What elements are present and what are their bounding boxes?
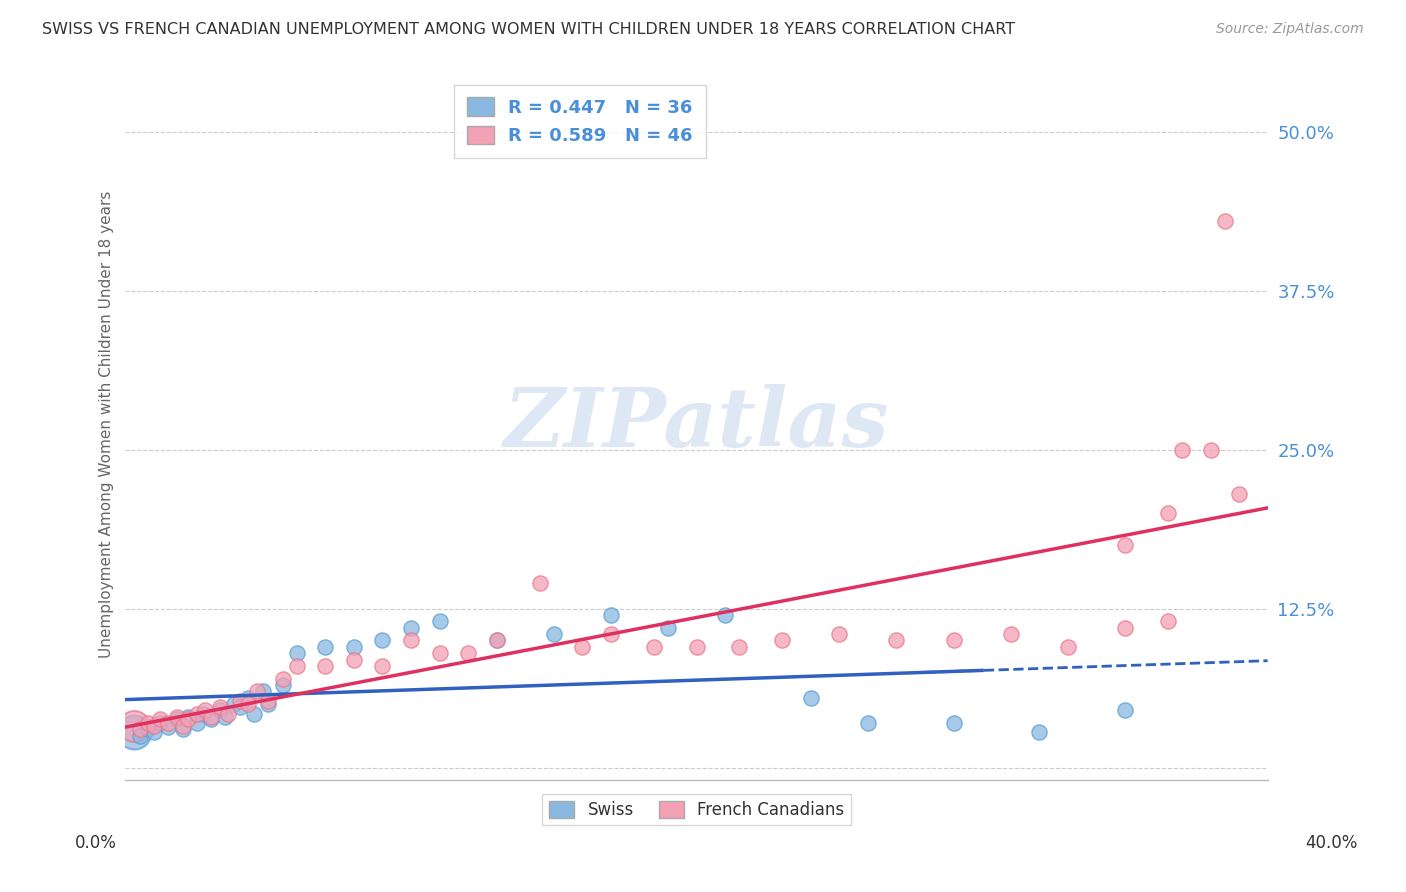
Point [122, 719, 145, 733]
Point [1157, 507, 1180, 521]
Point [143, 725, 166, 739]
Point [186, 707, 208, 722]
Point [243, 707, 266, 722]
Point [228, 694, 250, 708]
Point [191, 707, 214, 722]
Point [942, 716, 965, 731]
Point [399, 621, 422, 635]
Point [208, 703, 231, 717]
Point [1114, 621, 1136, 635]
Point [314, 659, 336, 673]
Point [217, 707, 239, 722]
Point [529, 576, 551, 591]
Text: 0.0%: 0.0% [75, 834, 117, 852]
Point [886, 633, 908, 648]
Point [1157, 615, 1180, 629]
Point [157, 716, 180, 731]
Point [343, 652, 366, 666]
Text: SWISS VS FRENCH CANADIAN UNEMPLOYMENT AMONG WOMEN WITH CHILDREN UNDER 18 YEARS C: SWISS VS FRENCH CANADIAN UNEMPLOYMENT AM… [42, 22, 1015, 37]
Point [257, 697, 280, 711]
Point [728, 640, 751, 654]
Point [1114, 538, 1136, 552]
Point [714, 608, 737, 623]
Point [128, 729, 150, 743]
Point [200, 712, 222, 726]
Point [149, 716, 172, 731]
Point [228, 699, 250, 714]
Point [770, 633, 793, 648]
Point [194, 703, 217, 717]
Point [186, 716, 208, 731]
Point [371, 633, 394, 648]
Point [800, 690, 823, 705]
Point [149, 712, 172, 726]
Point [1227, 487, 1250, 501]
Point [128, 723, 150, 737]
Point [136, 723, 159, 737]
Y-axis label: Unemployment Among Women with Children Under 18 years: Unemployment Among Women with Children U… [100, 191, 114, 658]
Point [271, 672, 294, 686]
Point [177, 712, 200, 726]
Point [136, 716, 159, 731]
Point [485, 633, 508, 648]
Point [1056, 640, 1078, 654]
Point [200, 710, 222, 724]
Point [285, 659, 308, 673]
Point [285, 646, 308, 660]
Point [543, 627, 565, 641]
Point [172, 719, 194, 733]
Point [1213, 214, 1236, 228]
Point [942, 633, 965, 648]
Point [177, 710, 200, 724]
Point [252, 684, 274, 698]
Point [271, 678, 294, 692]
Point [122, 725, 145, 739]
Legend: Swiss, French Canadians: Swiss, French Canadians [543, 794, 851, 825]
Point [172, 723, 194, 737]
Point [485, 633, 508, 648]
Point [157, 720, 180, 734]
Point [222, 697, 245, 711]
Point [685, 640, 707, 654]
Text: Source: ZipAtlas.com: Source: ZipAtlas.com [1216, 22, 1364, 37]
Point [371, 659, 394, 673]
Point [643, 640, 665, 654]
Point [657, 621, 679, 635]
Point [343, 640, 366, 654]
Point [214, 710, 236, 724]
Point [1114, 703, 1136, 717]
Point [599, 608, 621, 623]
Point [1000, 627, 1022, 641]
Point [429, 615, 451, 629]
Point [571, 640, 593, 654]
Text: ZIPatlas: ZIPatlas [503, 384, 890, 465]
Point [246, 684, 269, 698]
Point [238, 690, 260, 705]
Point [166, 710, 188, 724]
Point [208, 699, 231, 714]
Point [828, 627, 851, 641]
Point [238, 697, 260, 711]
Point [399, 633, 422, 648]
Text: 40.0%: 40.0% [1305, 834, 1358, 852]
Point [314, 640, 336, 654]
Point [457, 646, 479, 660]
Point [166, 712, 188, 726]
Point [1171, 442, 1194, 457]
Point [856, 716, 879, 731]
Point [429, 646, 451, 660]
Point [1028, 725, 1050, 739]
Point [143, 719, 166, 733]
Point [257, 694, 280, 708]
Point [1199, 442, 1222, 457]
Point [599, 627, 621, 641]
